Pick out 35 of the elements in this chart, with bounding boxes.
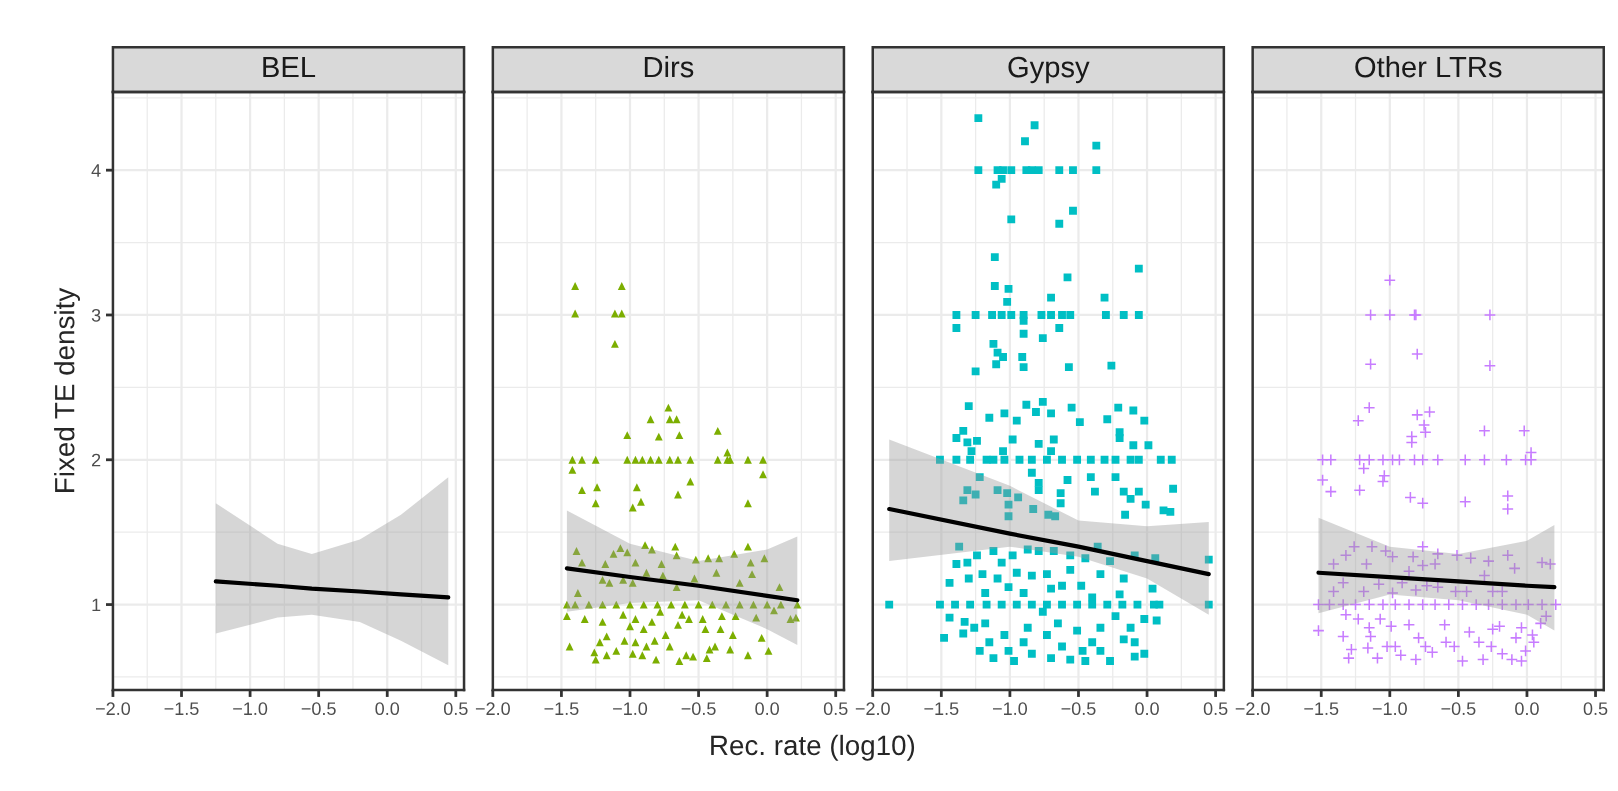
x-tick-label: −1.5	[1304, 702, 1339, 716]
x-tick-label: −2.0	[855, 702, 890, 716]
y-tick-label: 3	[91, 308, 101, 322]
x-tick-label: −0.5	[1441, 702, 1476, 716]
x-tick-label: 0.0	[1515, 702, 1539, 716]
x-tick-label: −2.0	[96, 702, 131, 716]
x-tick-label: 0.0	[375, 702, 400, 716]
line-series	[213, 579, 451, 600]
chart-title: BEL	[263, 57, 316, 78]
x-tick-label: −1.5	[544, 702, 579, 716]
x-axis-title: Rec. rate (log10)	[711, 734, 915, 761]
x-tick-label: −1.0	[992, 702, 1028, 716]
x-tick-label: −1.5	[924, 702, 959, 716]
chart-title: Other LTRs	[1355, 55, 1502, 78]
x-tick-label: −0.5	[681, 702, 716, 716]
x-tick-label: −2.0	[475, 702, 510, 716]
y-axis-title: Fixed TE density	[54, 287, 80, 492]
x-tick-label: −1.0	[1372, 702, 1407, 716]
x-tick-label: −2.0	[1235, 702, 1270, 716]
x-tick-label: −0.5	[1061, 702, 1096, 716]
x-tick-label: 0.0	[1135, 702, 1159, 716]
x-tick-label: 0.5	[1583, 702, 1608, 716]
chart-title: Gypsy	[1008, 56, 1090, 84]
x-tick-label: 0.5	[1203, 702, 1228, 716]
chart-title: Dirs	[644, 55, 694, 78]
x-tick-label: 0.0	[755, 702, 779, 716]
x-tick-label: −0.5	[301, 702, 336, 716]
y-tick-label: 4	[91, 164, 101, 177]
y-tick-label: 1	[92, 598, 101, 612]
y-tick-label: 2	[92, 453, 101, 467]
x-tick-label: 0.5	[823, 702, 848, 716]
x-tick-label: 0.5	[443, 702, 468, 716]
x-tick-label: −1.5	[164, 702, 199, 716]
x-tick-label: −1.0	[233, 702, 268, 716]
x-tick-label: −1.0	[613, 702, 648, 716]
